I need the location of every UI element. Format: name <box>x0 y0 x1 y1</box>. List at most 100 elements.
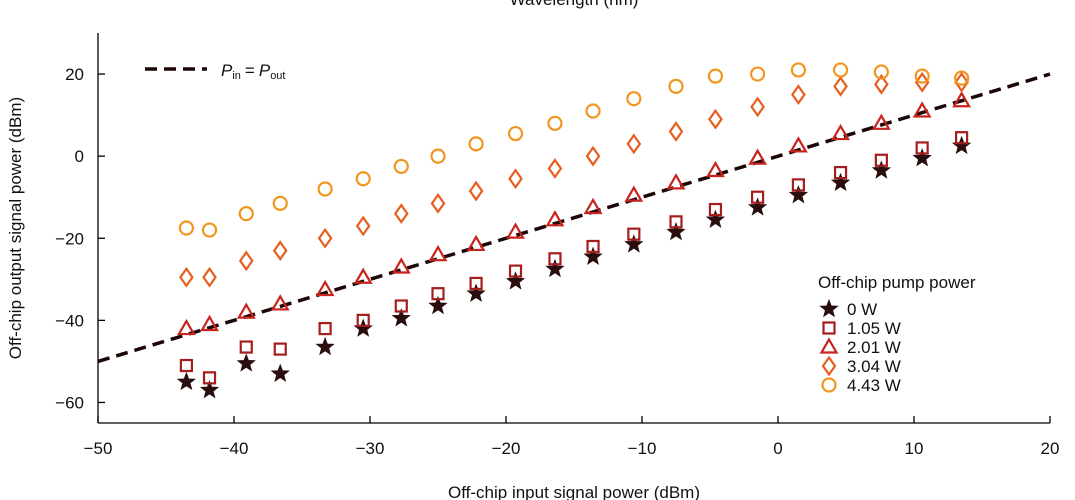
reference-line-legend: Pin = Pout <box>145 61 285 82</box>
data-point-star <box>912 148 932 167</box>
data-point-triangle <box>666 173 686 190</box>
data-point-circle <box>178 220 194 236</box>
data-point-circle <box>317 181 333 197</box>
data-point-circle <box>707 68 724 84</box>
data-point-triangle <box>353 267 373 284</box>
data-point-circle <box>585 103 601 119</box>
x-tick-label: 0 <box>773 439 782 458</box>
data-point-star <box>270 363 290 382</box>
data-point-diamond <box>668 121 684 142</box>
data-point-star <box>428 295 448 315</box>
data-point-triangle <box>391 257 411 274</box>
data-point-circle <box>393 158 409 175</box>
data-point-triangle <box>200 314 219 332</box>
data-point-circle <box>430 148 446 164</box>
data-point-star <box>199 380 220 399</box>
legend-label: 4.43 W <box>847 376 901 395</box>
data-point-diamond <box>914 71 930 93</box>
data-point-circle <box>626 91 642 107</box>
data-point-star <box>315 336 335 356</box>
series-triangle <box>176 91 972 336</box>
data-point-square <box>239 340 253 354</box>
data-point-diamond <box>355 215 371 237</box>
data-point-triangle <box>788 136 808 153</box>
data-point-diamond <box>954 71 969 93</box>
data-point-star <box>747 197 768 216</box>
data-point-star <box>666 221 686 241</box>
reference-line <box>97 72 1051 364</box>
data-point-star <box>788 185 809 204</box>
legend-item: 1.05 W <box>822 319 901 338</box>
data-point-square <box>431 287 445 301</box>
data-point-square <box>508 264 523 278</box>
data-point-circle <box>749 66 766 82</box>
y-axis-ticks: −60 −40 −20 0 20 <box>55 65 105 412</box>
data-point-star <box>830 172 851 192</box>
legend-title: Off-chip pump power <box>818 273 976 292</box>
data-point-circle <box>832 62 849 78</box>
y-tick-label: −60 <box>55 393 84 412</box>
data-point-diamond <box>238 250 254 272</box>
data-markers <box>176 62 972 399</box>
series-circle <box>178 62 970 238</box>
data-point-square <box>394 299 408 313</box>
data-point-diamond <box>874 73 889 95</box>
data-point-circle <box>668 78 684 94</box>
y-tick-label: −40 <box>55 311 84 330</box>
data-point-triangle <box>236 302 256 319</box>
data-point-triangle <box>706 160 725 178</box>
data-point-diamond <box>708 108 723 130</box>
data-point-square <box>586 239 600 254</box>
data-point-circle <box>272 195 288 211</box>
x-tick-label: 10 <box>905 439 924 458</box>
data-point-star <box>176 371 197 391</box>
legend-item: 4.43 W <box>821 376 901 395</box>
data-point-star <box>624 234 644 253</box>
data-point-circle <box>914 68 930 84</box>
legend-label: 2.01 W <box>847 338 901 357</box>
data-point-circle <box>355 171 371 187</box>
data-point-square <box>750 190 765 204</box>
x-tick-label: −20 <box>492 439 521 458</box>
data-point-circle <box>790 62 807 78</box>
data-point-star <box>466 283 486 302</box>
x-tick-label: −10 <box>628 439 657 458</box>
data-point-diamond <box>317 227 333 249</box>
data-point-square <box>202 371 217 385</box>
series-square <box>179 131 969 385</box>
data-point-circle <box>201 222 218 238</box>
data-point-square <box>954 131 969 145</box>
x-axis-title: Off-chip input signal power (dBm) <box>448 483 700 500</box>
legend-item: 0 W <box>819 298 877 319</box>
x-tick-label: 20 <box>1041 439 1060 458</box>
data-point-triangle <box>506 222 525 239</box>
data-point-diamond <box>202 266 217 288</box>
data-point-square <box>318 321 332 336</box>
data-point-square <box>791 178 806 192</box>
legend-label: 1.05 W <box>847 319 901 338</box>
data-point-circle <box>507 125 524 142</box>
data-point-circle <box>547 115 563 131</box>
data-point-triangle <box>428 244 448 262</box>
data-point-triangle <box>466 234 486 252</box>
data-point-diamond <box>547 158 563 179</box>
data-point-square <box>708 202 723 217</box>
data-point-triangle <box>176 318 196 336</box>
data-point-diamond <box>833 75 848 97</box>
data-point-square <box>627 227 641 241</box>
x-tick-label: −40 <box>220 439 249 458</box>
data-point-triangle <box>831 123 850 141</box>
data-point-star <box>391 308 411 327</box>
data-point-triangle <box>545 210 565 227</box>
data-point-star <box>505 271 526 290</box>
legend-marker-star <box>819 298 839 318</box>
data-point-diamond <box>179 266 194 288</box>
data-point-diamond <box>393 203 409 225</box>
x-tick-label: −30 <box>356 439 385 458</box>
data-point-square <box>874 153 888 167</box>
data-point-circle <box>238 206 254 222</box>
data-point-triangle <box>912 101 932 118</box>
legend-item: 3.04 W <box>821 355 901 377</box>
data-point-square <box>179 358 193 373</box>
